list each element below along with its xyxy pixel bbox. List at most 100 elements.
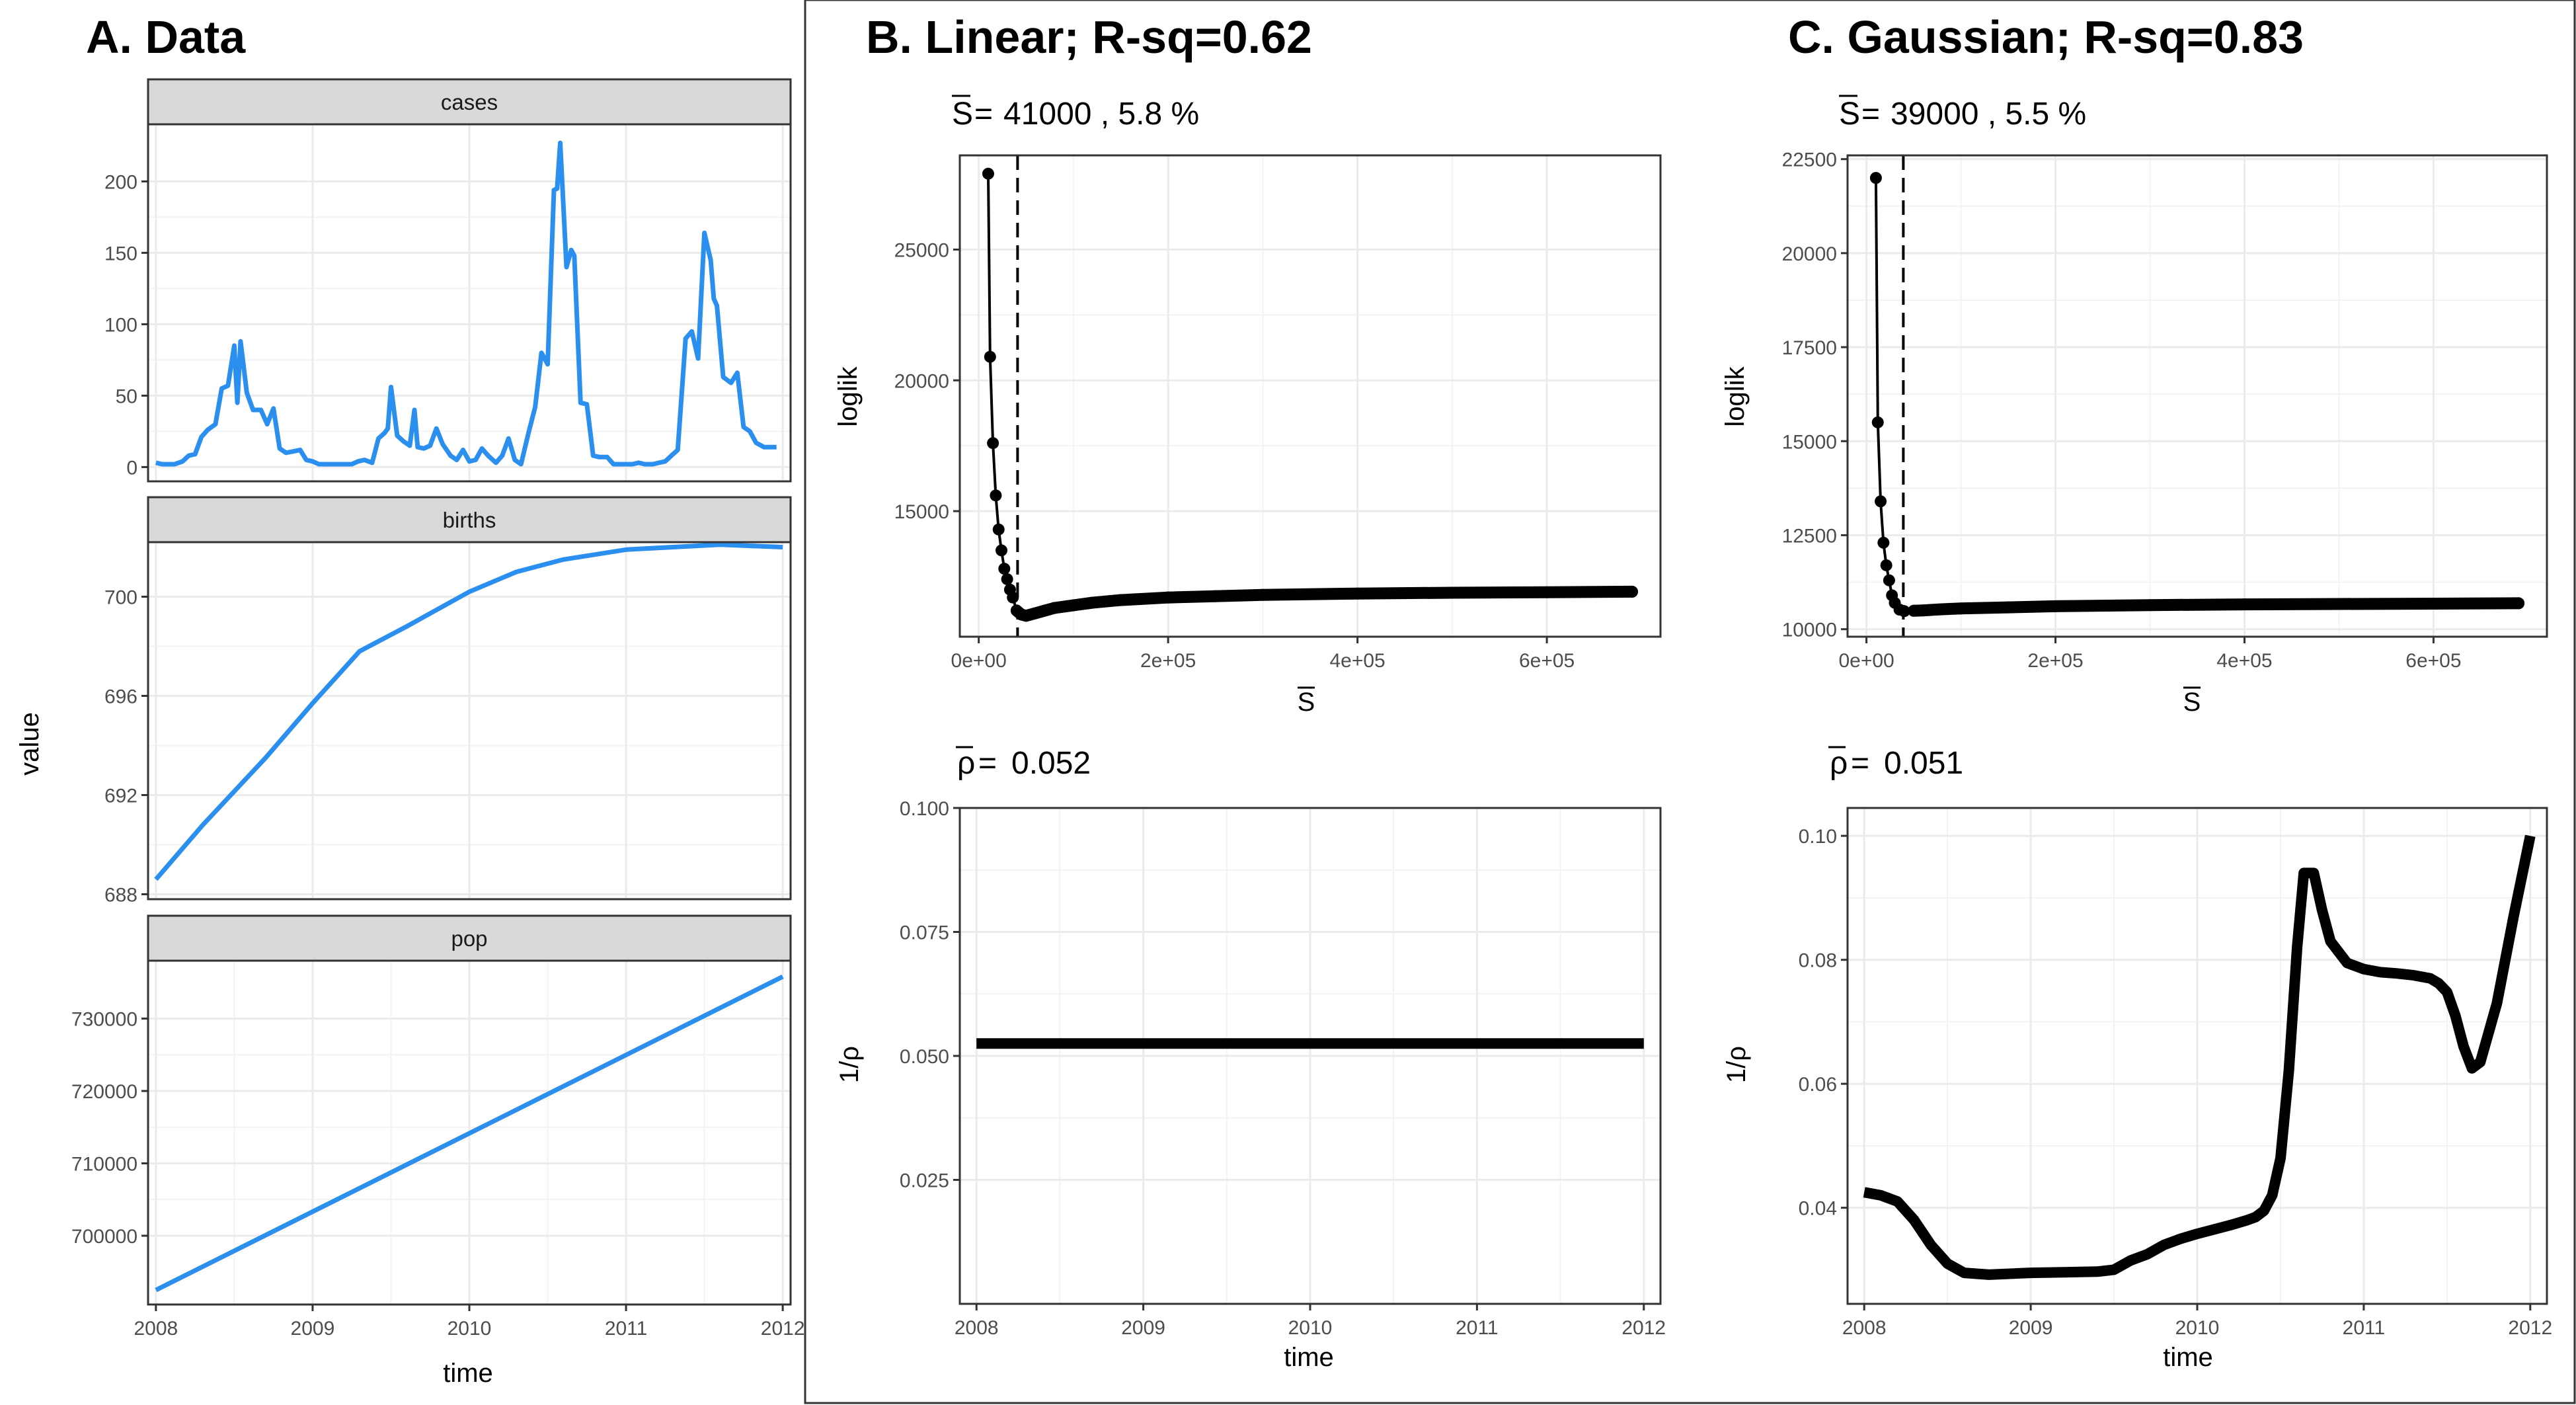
y-tick-label: 0	[126, 457, 137, 479]
y-tick-label: 200	[104, 171, 137, 193]
x-tick-label: 0e+00	[951, 650, 1007, 672]
panel-a-xlabel: time	[443, 1359, 493, 1388]
x-tick-label: 2011	[1456, 1317, 1499, 1339]
plot-A-cases: 0 50 100 150 200	[104, 123, 792, 483]
svg-text:S: S	[952, 97, 973, 132]
panel-c-bottom-ylabel: 1/ρ	[1722, 1046, 1751, 1083]
data-point	[995, 544, 1008, 557]
series-line-A-births	[154, 542, 783, 881]
plot-B-top: 15000 20000 25000 0e+00 2e+05 4e+05 6e+05	[894, 154, 1662, 672]
y-tick-label: 15000	[894, 501, 949, 523]
y-tick-label: 0.050	[900, 1046, 949, 1068]
panel-bc-border	[804, 0, 2576, 1404]
plot-layer: 0 50 100 150 200 688 692 696 700 700000 710000 7200…	[71, 123, 2552, 1340]
svg-text:S: S	[1839, 97, 1860, 132]
panel-b-bottom-xlabel: time	[1284, 1343, 1334, 1372]
x-tick-label: 2012	[761, 1318, 805, 1340]
data-point	[982, 167, 994, 180]
y-tick-label: 100	[104, 314, 137, 336]
svg-text:0.052: 0.052	[1011, 746, 1091, 781]
svg-text:=: =	[1861, 97, 1880, 132]
y-tick-label: 730000	[71, 1009, 137, 1031]
series-line-A-cases	[155, 140, 777, 467]
svg-text:ρ: ρ	[957, 746, 975, 781]
svg-text:births: births	[443, 508, 496, 532]
x-tick-label: 2009	[2009, 1317, 2053, 1339]
y-tick-label: 696	[104, 686, 137, 708]
panel-b-rho-label: ρ = 0.052	[956, 746, 1091, 781]
y-tick-label: 692	[104, 785, 137, 807]
svg-text:pop: pop	[451, 926, 487, 951]
x-tick-label: 2e+05	[2027, 650, 2083, 672]
facet-strip-births: births	[147, 496, 792, 543]
plot-frame	[958, 154, 1662, 638]
data-point	[990, 489, 1002, 502]
panel-c-top-xlabel: S	[2183, 686, 2201, 717]
y-tick-label: 17500	[1782, 337, 1837, 359]
series-line-A-pop	[155, 974, 784, 1293]
y-tick-label: 0.100	[900, 798, 949, 820]
y-tick-label: 710000	[71, 1154, 137, 1176]
y-tick-label: 25000	[894, 239, 949, 261]
data-point	[1880, 559, 1893, 571]
data-point	[987, 437, 999, 450]
svg-text:39000 , 5.5 %: 39000 , 5.5 %	[1891, 97, 2086, 132]
data-point	[1869, 172, 1882, 184]
y-tick-label: 688	[104, 885, 137, 906]
y-tick-label: 12500	[1782, 525, 1837, 547]
panel-b-sbar-label: S = 41000 , 5.8 %	[952, 95, 1199, 132]
x-tick-label: 2008	[134, 1318, 178, 1340]
x-tick-label: 6e+05	[1519, 650, 1575, 672]
svg-text:S: S	[2183, 688, 2201, 717]
y-tick-label: 150	[104, 243, 137, 264]
svg-text:41000 , 5.8 %: 41000 , 5.8 %	[1003, 97, 1199, 132]
data-point-band	[1010, 585, 1638, 622]
plot-frame	[147, 541, 792, 901]
data-point	[1001, 573, 1013, 585]
y-tick-label: 0.075	[900, 922, 949, 944]
x-tick-label: 2009	[291, 1318, 335, 1340]
panel-b-title: B. Linear; R-sq=0.62	[866, 11, 1312, 63]
x-tick-label: 4e+05	[1329, 650, 1385, 672]
plot-frame	[1846, 154, 2548, 638]
x-tick-label: 2e+05	[1140, 650, 1196, 672]
x-tick-label: 6e+05	[2405, 650, 2461, 672]
x-tick-label: 2012	[2508, 1317, 2552, 1339]
y-tick-label: 20000	[1782, 243, 1837, 265]
x-tick-label: 0e+00	[1838, 650, 1894, 672]
y-tick-label: 20000	[894, 370, 949, 392]
data-point	[992, 523, 1005, 536]
panel-c-sbar-label: S = 39000 , 5.5 %	[1839, 95, 2086, 132]
svg-text:=: =	[974, 97, 993, 132]
panel-b-bottom-ylabel: 1/ρ	[835, 1046, 864, 1083]
data-point-band	[1908, 597, 2525, 617]
panel-b-top-xlabel: S	[1298, 686, 1315, 717]
svg-text:0.051: 0.051	[1884, 746, 1963, 781]
plot-C-top: 10000 12500 15000 17500 20000 22500 0e+00 2e+05…	[1782, 149, 2548, 672]
panel-a-title: A. Data	[86, 11, 246, 63]
plot-frame	[147, 959, 792, 1306]
plot-A-births: 688 692 696 700	[104, 541, 792, 906]
x-tick-label: 2010	[1288, 1317, 1333, 1339]
y-tick-label: 0.04	[1799, 1198, 1837, 1220]
facet-strip-pop: pop	[147, 914, 792, 962]
y-tick-label: 22500	[1782, 149, 1837, 171]
y-tick-label: 0.08	[1799, 950, 1837, 972]
series-line-C-bottom	[1863, 834, 2536, 1280]
y-tick-label: 720000	[71, 1081, 137, 1103]
plot-B-bottom: 0.025 0.050 0.075 0.100 2008 2009 2010 2011 2012	[900, 798, 1666, 1339]
data-point	[998, 563, 1011, 575]
x-tick-label: 2010	[2175, 1317, 2220, 1339]
facet-strip-cases: cases	[147, 78, 792, 126]
plot-C-bottom: 0.04 0.06 0.08 0.10 2008 2009 2010 2011 2012	[1799, 807, 2552, 1339]
y-tick-label: 0.10	[1799, 826, 1837, 848]
panel-a-ylabel: value	[15, 712, 44, 776]
svg-text:ρ: ρ	[1830, 746, 1848, 781]
data-point	[1875, 495, 1887, 508]
data-point	[984, 350, 996, 363]
svg-text:S: S	[1298, 688, 1315, 717]
svg-text:cases: cases	[441, 90, 498, 114]
x-tick-label: 2010	[448, 1318, 492, 1340]
data-point	[1871, 416, 1884, 428]
